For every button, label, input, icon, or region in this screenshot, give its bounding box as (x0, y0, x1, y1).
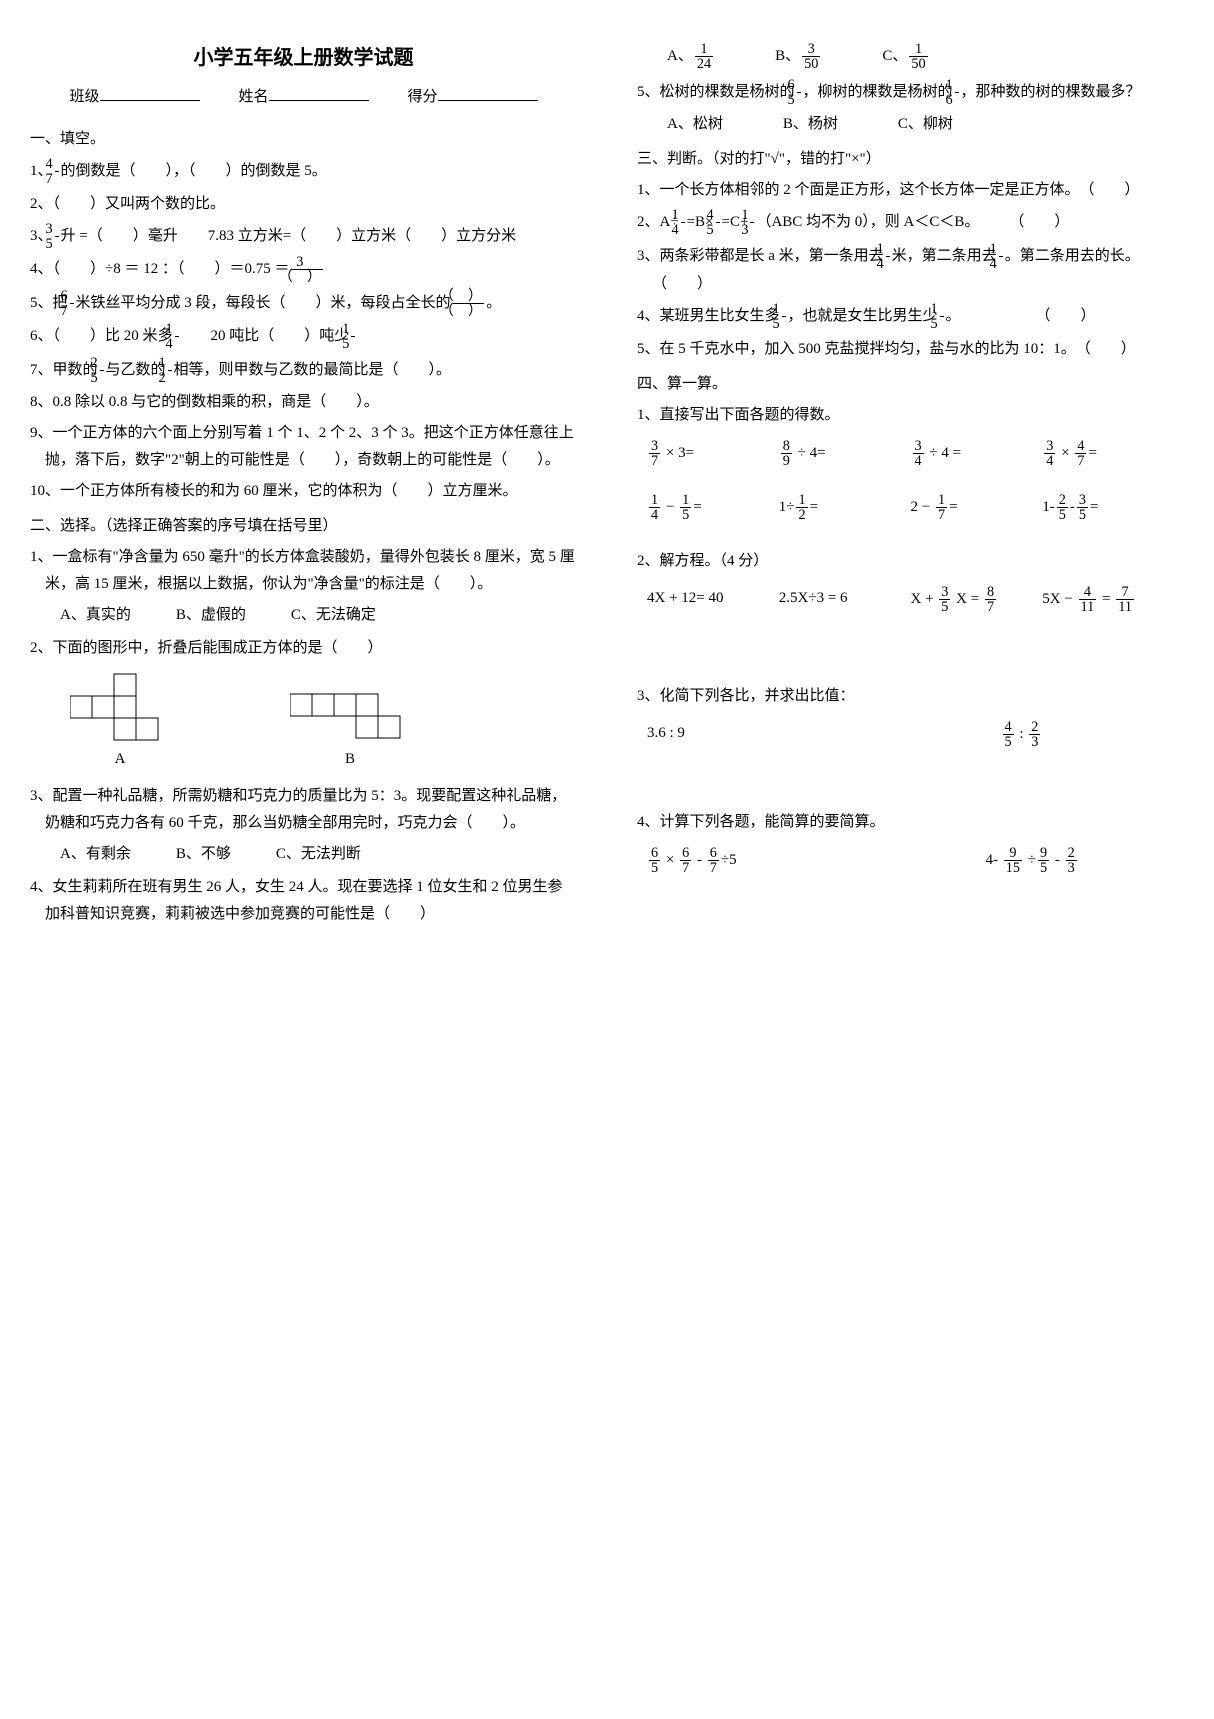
net-b-icon (290, 682, 410, 742)
q8: 8、0.8 除以 0.8 与它的倒数相乘的积，商是（ ）。 (30, 389, 577, 416)
shape-b-label: B (290, 746, 410, 773)
header-fields: 班级 姓名 得分 (30, 84, 577, 111)
section-4-title: 四、算一算。 (637, 371, 1184, 398)
s3-q5: 5、在 5 千克水中，加入 500 克盐搅拌均匀，盐与水的比为 10：1。 （ … (637, 336, 1184, 363)
s2-q4-opts: A、124 B、350 C、150 (637, 42, 1184, 72)
q7: 7、甲数的25与乙数的12相等，则甲数与乙数的最简比是（ ）。 (30, 356, 577, 386)
eq1: 4X + 12= 40 (647, 585, 779, 615)
q2: 2、（ ）又叫两个数的比。 (30, 191, 577, 218)
q6: 6、（ ）比 20 米多14 20 吨比（ ）吨少15 (30, 322, 577, 352)
class-field: 班级 (69, 84, 199, 111)
s2-q3: 3、配置一种礼品糖，所需奶糖和巧克力的质量比为 5：3。现要配置这种礼品糖，奶糖… (30, 783, 577, 837)
eq3: X + 35 X = 87 (911, 585, 1043, 615)
s4-q1: 1、直接写出下面各题的得数。 (637, 402, 1184, 429)
s4-q2: 2、解方程。（4 分） (637, 548, 1184, 575)
s4-q3: 3、化简下列各比，并求出比值： (637, 683, 1184, 710)
exam-title: 小学五年级上册数学试题 (30, 40, 577, 76)
frac-2-5: 25 (100, 356, 104, 386)
shape-a: A (70, 672, 170, 773)
section-2-title: 二、选择。（选择正确答案的序号填在括号里） (30, 513, 577, 540)
calc-row-2: 14 − 15= 1÷12= 2 − 17= 1-25-35= (637, 493, 1184, 523)
net-shapes: A B (70, 672, 577, 773)
s2-q2: 2、下面的图形中，折叠后能围成正方体的是（ ） (30, 635, 577, 662)
exam-page: 小学五年级上册数学试题 班级 姓名 得分 一、填空。 1、47的倒数是（ ），（… (30, 40, 1184, 932)
s2-q5: 5、松树的棵数是杨树的65，柳树的棵数是杨树的16，那种数的树的棵数最多？ (637, 78, 1184, 108)
calc-row-1: 37 × 3= 89 ÷ 4= 34 ÷ 4 = 34 × 47= (637, 439, 1184, 469)
ratio-row: 3.6 : 9 45 : 23 (637, 720, 1184, 750)
section-3-title: 三、判断。（对的打"√"，错的打"×"） (637, 146, 1184, 173)
compute1: 65 × 67 - 67÷5 (647, 846, 836, 876)
section-1-title: 一、填空。 (30, 126, 577, 153)
q1: 1、47的倒数是（ ），（ ）的倒数是 5。 (30, 157, 577, 187)
frac-6-7: 67 (70, 289, 74, 319)
frac-1-4: 14 (175, 322, 179, 352)
left-column: 小学五年级上册数学试题 班级 姓名 得分 一、填空。 1、47的倒数是（ ），（… (30, 40, 577, 932)
s2-q1-opts: A、真实的 B、虚假的 C、无法确定 (30, 602, 577, 629)
q5: 5、把67米铁丝平均分成 3 段，每段长（ ）米，每段占全长的（ ）（ ）。 (30, 289, 577, 319)
eq4: 5X − 411 = 711 (1042, 585, 1174, 615)
shape-a-label: A (70, 746, 170, 773)
frac-3-blank: 3（ ） (291, 255, 323, 285)
frac-4-7: 47 (55, 157, 59, 187)
shape-b: B (290, 682, 410, 773)
s3-q4: 4、某班男生比女生多15，也就是女生比男生少15。 （ ） (637, 302, 1184, 332)
s3-q2: 2、A÷14=B×45=C+13（ABC 均不为 0），则 A＜C＜B。 （ ） (637, 208, 1184, 238)
frac-1-5: 15 (351, 322, 355, 352)
compute-row: 65 × 67 - 67÷5 4- 915 ÷95 - 23 (637, 846, 1184, 876)
q4: 4、（ ）÷8 ＝ 12 ：（ ）＝0.75 ＝3（ ） (30, 255, 577, 285)
ratio1: 3.6 : 9 (647, 720, 821, 750)
s2-q5-opts: A、松树 B、杨树 C、柳树 (637, 111, 1184, 138)
right-column: A、124 B、350 C、150 5、松树的棵数是杨树的65，柳树的棵数是杨树… (637, 40, 1184, 932)
frac-1-2: 12 (168, 356, 172, 386)
ratio2: 45 : 23 (1001, 720, 1175, 750)
eq2: 2.5X÷3 = 6 (779, 585, 911, 615)
s3-q1: 1、一个长方体相邻的 2 个面是正方形，这个长方体一定是正方体。 （ ） (637, 177, 1184, 204)
s4-q4: 4、计算下列各题，能简算的要简算。 (637, 809, 1184, 836)
q9: 9、一个正方体的六个面上分别写着 1 个 1、2 个 2、3 个 3。把这个正方… (30, 420, 577, 474)
s2-q3-opts: A、有剩余 B、不够 C、无法判断 (30, 841, 577, 868)
compute2: 4- 915 ÷95 - 23 (986, 846, 1175, 876)
net-a-icon (70, 672, 170, 742)
s2-q1: 1、一盒标有"净含量为 650 毫升"的长方体盒装酸奶，量得外包装长 8 厘米，… (30, 544, 577, 598)
s2-q4: 4、女生莉莉所在班有男生 26 人，女生 24 人。现在要选择 1 位女生和 2… (30, 874, 577, 928)
s3-q3: 3、两条彩带都是长 a 米，第一条用去14米，第二条用去14。第二条用去的长。（… (637, 242, 1184, 299)
frac-3-5: 35 (55, 222, 59, 252)
score-field: 得分 (407, 84, 537, 111)
q10: 10、一个正方体所有棱长的和为 60 厘米，它的体积为（ ）立方厘米。 (30, 478, 577, 505)
frac-blank: （ ）（ ） (453, 289, 485, 319)
q3: 3、35升 =（ ）毫升 7.83 立方米=（ ）立方米（ ）立方分米 (30, 222, 577, 252)
eq-row: 4X + 12= 40 2.5X÷3 = 6 X + 35 X = 87 5X … (637, 585, 1184, 615)
name-field: 姓名 (238, 84, 368, 111)
